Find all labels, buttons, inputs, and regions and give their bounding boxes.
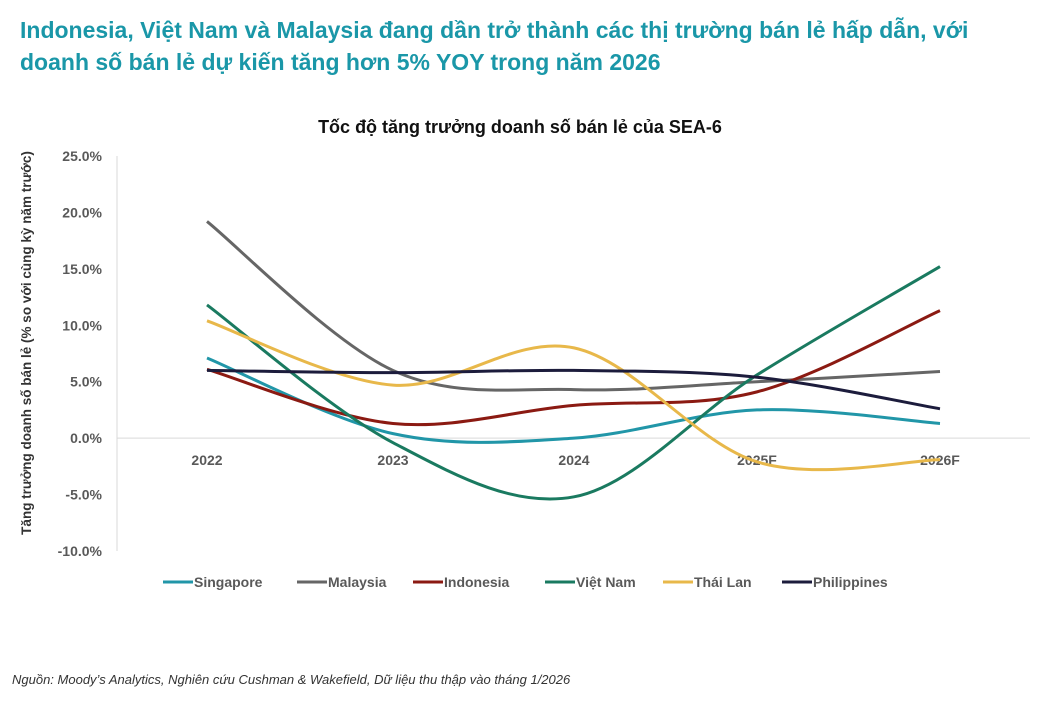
x-tick-label: 2026F [920,452,960,468]
y-tick-label: -5.0% [65,487,102,503]
headline: Indonesia, Việt Nam và Malaysia đang dần… [20,17,969,75]
series-line-5 [206,368,941,411]
series-line-3 [206,265,941,501]
x-tick-label: 2022 [191,452,222,468]
legend-label: Việt Nam [576,574,636,590]
series-line-0 [206,356,941,444]
source-note: Nguồn: Moody’s Analytics, Nghiên cứu Cus… [12,672,571,687]
legend-label: Thái Lan [694,574,752,590]
x-tick-label: 2023 [377,452,408,468]
series-line-1 [206,220,941,392]
legend-label: Malaysia [328,574,387,590]
legend-label: Indonesia [444,574,510,590]
legend-label: Singapore [194,574,263,590]
y-tick-label: 10.0% [62,317,102,333]
y-tick-label: 5.0% [70,374,102,390]
line-chart: Tốc độ tăng trưởng doanh số bán lẻ của S… [19,117,1030,590]
y-tick-label: 20.0% [62,204,102,220]
y-tick-label: 25.0% [62,148,102,164]
series-line-4 [206,319,941,472]
y-tick-label: -10.0% [58,543,103,559]
legend-label: Philippines [813,574,888,590]
y-axis-label: Tăng trưởng doanh số bán lẻ (% so với cù… [19,151,34,535]
y-tick-label: 0.0% [70,430,102,446]
series-line-2 [206,309,941,427]
x-tick-label: 2024 [558,452,589,468]
y-tick-label: 15.0% [62,261,102,277]
chart-title: Tốc độ tăng trưởng doanh số bán lẻ của S… [318,117,722,137]
